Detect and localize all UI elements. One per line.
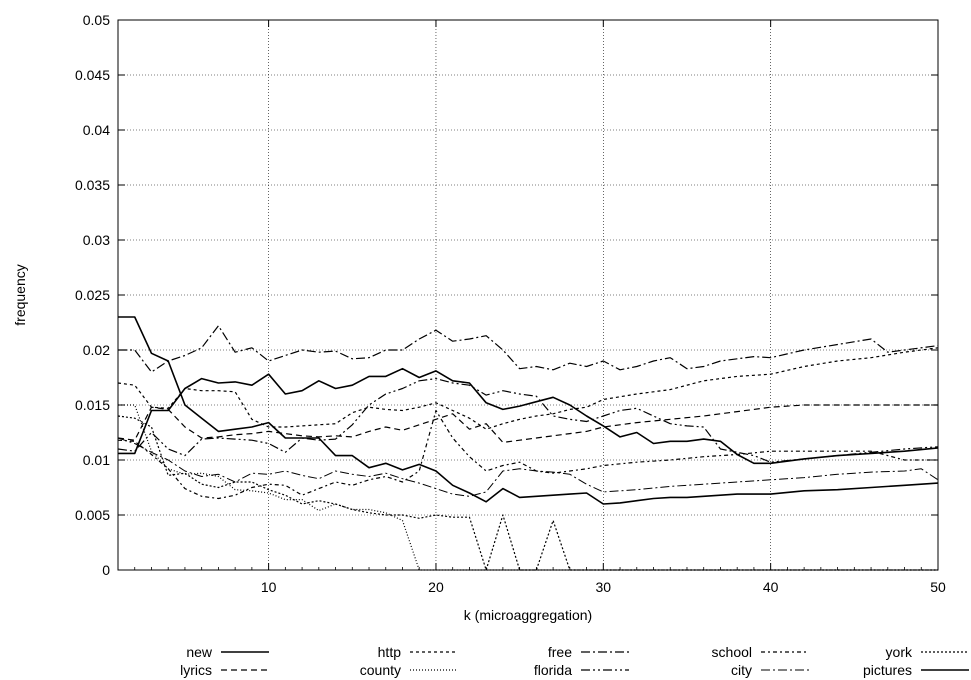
y-tick-label: 0.035: [75, 177, 110, 193]
series-line-county: [118, 404, 938, 571]
series-line-lyrics: [117, 404, 938, 443]
y-tick-label: 0.01: [83, 452, 110, 468]
legend-label-county: county: [360, 662, 401, 678]
legend-label-lyrics: lyrics: [180, 662, 212, 678]
legend-label-http: http: [378, 644, 402, 660]
y-tick-label: 0: [102, 562, 110, 578]
y-tick-label: 0.015: [75, 397, 110, 413]
plot-frame: [117, 19, 939, 571]
series-line-florida: [117, 378, 939, 463]
series-line-new: [118, 316, 939, 505]
legend-label-school: school: [712, 644, 752, 660]
legend: new lyrics http county free florida school city…: [180, 644, 969, 678]
y-tick-label: 0.04: [83, 122, 110, 138]
x-tick-label: 50: [930, 579, 946, 595]
y-tick-label: 0.02: [83, 342, 110, 358]
x-tick-label: 30: [596, 579, 612, 595]
legend-label-pictures: pictures: [863, 662, 912, 678]
series-line-http: [117, 347, 939, 430]
legend-label-new: new: [186, 644, 213, 660]
legend-label-city: city: [731, 662, 752, 678]
series-line-city: [117, 437, 939, 497]
y-tick-label: 0.025: [75, 287, 110, 303]
legend-label-florida: florida: [534, 662, 572, 678]
x-axis-title: k (microaggregation): [464, 607, 592, 623]
y-tick-label: 0.05: [83, 12, 110, 28]
x-tick-label: 10: [261, 579, 277, 595]
axis-ticks: 0 0.005 0.01 0.015 0.02 0.025 0.03 0.035 0.04 0.0…: [75, 12, 946, 595]
legend-label-free: free: [548, 644, 572, 660]
y-axis-title: frequency: [12, 264, 28, 325]
x-tick-label: 40: [763, 579, 779, 595]
y-tick-label: 0.045: [75, 67, 110, 83]
y-tick-label: 0.03: [83, 232, 110, 248]
grid: [118, 20, 938, 570]
series-line-pictures: [118, 367, 939, 465]
series-lines: [117, 316, 939, 571]
series-line-school: [117, 409, 938, 500]
x-tick-label: 20: [428, 579, 444, 595]
y-tick-label: 0.005: [75, 507, 110, 523]
series-line-free: [118, 325, 939, 373]
legend-label-york: york: [886, 644, 913, 660]
